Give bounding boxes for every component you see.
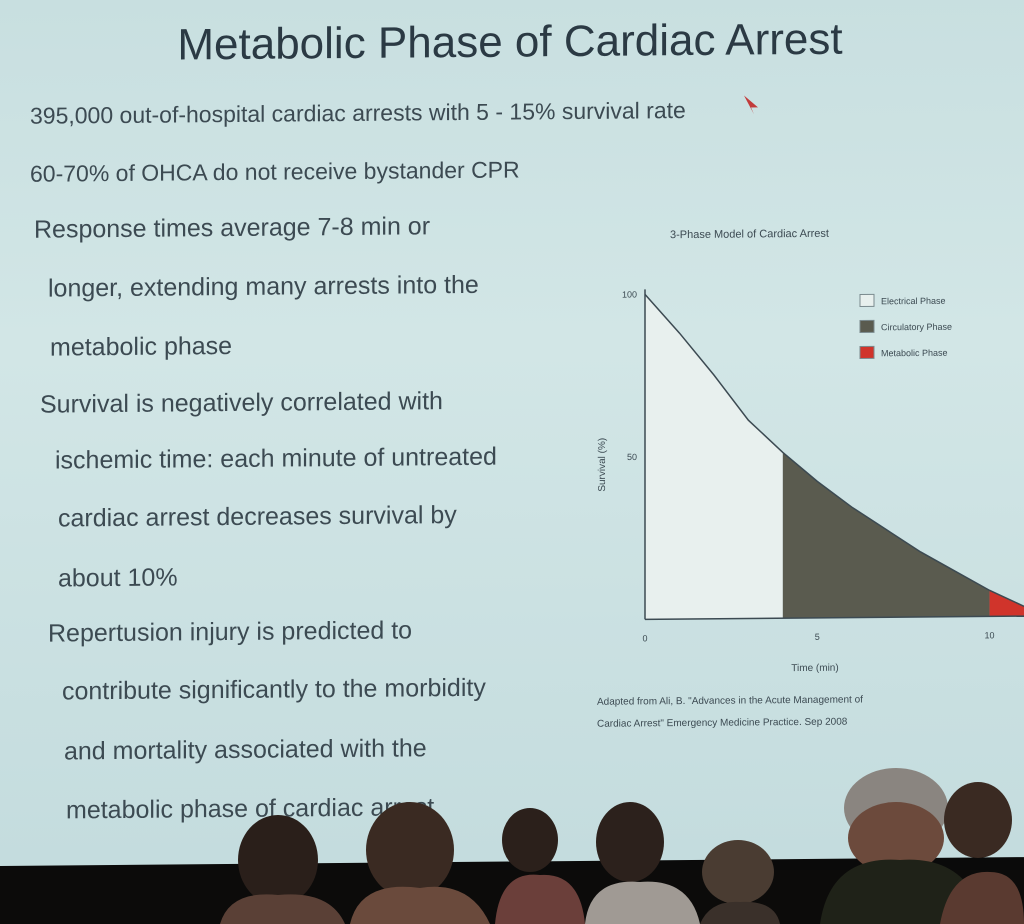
legend-label: Electrical Phase <box>881 296 946 307</box>
audience-silhouettes <box>0 768 1024 924</box>
x-tick-label: 0 <box>642 633 647 643</box>
phase-area-3 <box>989 590 1024 617</box>
legend-swatch <box>859 293 875 307</box>
citation-line-2: Cardiac Arrest" Emergency Medicine Pract… <box>597 717 848 730</box>
audience-head <box>585 802 700 924</box>
citation-line-1: Adapted from Ali, B. "Advances in the Ac… <box>597 694 863 707</box>
legend-swatch <box>859 319 875 333</box>
chart-legend: Electrical Phase Circulatory Phase Metabol… <box>859 293 952 359</box>
bullet-line-4: longer, extending many arrests into the <box>48 270 479 303</box>
survival-curve <box>644 293 1024 607</box>
bullet-line-3: Response times average 7-8 min or <box>34 212 431 244</box>
x-axis <box>645 615 1024 621</box>
pointer-cursor-icon <box>744 95 758 115</box>
slide-title: Metabolic Phase of Cardiac Arrest <box>177 14 843 70</box>
y-tick-label: 50 <box>627 452 637 462</box>
projection-screen: Metabolic Phase of Cardiac Arrest 395,00… <box>0 0 1024 867</box>
phase-model-chart: 3-Phase Model of Cardiac Arrest 0 5 10 100 5… <box>597 228 1024 730</box>
bullet-line-10: Repertusion injury is predicted to <box>48 616 413 648</box>
y-axis-label: Survival (%) <box>597 438 608 492</box>
legend-label: Metabolic Phase <box>881 348 948 359</box>
bullet-line-8: cardiac arrest decreases survival by <box>58 501 457 533</box>
y-tick-label: 100 <box>622 289 637 299</box>
audience-head <box>350 802 490 924</box>
bullet-line-5: metabolic phase <box>50 331 233 362</box>
bullet-line-9: about 10% <box>58 563 178 593</box>
x-tick-label: 5 <box>815 632 820 642</box>
bullet-line-7: ischemic time: each minute of untreated <box>55 442 497 475</box>
legend-label: Circulatory Phase <box>881 322 952 333</box>
bullet-line-6: Survival is negatively correlated with <box>40 387 443 419</box>
audience-head <box>940 782 1024 924</box>
x-tick-label: 10 <box>985 630 995 640</box>
legend-swatch <box>859 345 875 359</box>
bullet-line-11: contribute significantly to the morbidit… <box>62 673 486 706</box>
audience-head <box>700 840 780 924</box>
audience-head <box>495 808 585 924</box>
chart-title: 3-Phase Model of Cardiac Arrest <box>670 228 829 241</box>
bullet-line-1: 395,000 out-of-hospital cardiac arrests … <box>30 97 686 129</box>
phase-area-2 <box>782 452 990 619</box>
audience-head <box>820 768 985 924</box>
phase-area-1 <box>645 294 783 620</box>
bullet-line-2: 60-70% of OHCA do not receive bystander … <box>30 156 520 187</box>
audience-head <box>220 815 345 924</box>
x-axis-label: Time (min) <box>791 663 838 674</box>
